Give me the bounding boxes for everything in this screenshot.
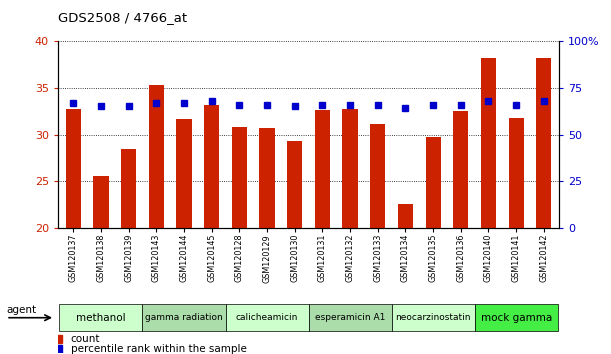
- Text: count: count: [71, 333, 100, 344]
- Text: neocarzinostatin: neocarzinostatin: [395, 313, 471, 322]
- FancyBboxPatch shape: [225, 304, 309, 331]
- Bar: [148, 85, 164, 228]
- Bar: [260, 128, 275, 228]
- Bar: [342, 109, 357, 228]
- Text: agent: agent: [6, 305, 36, 315]
- FancyBboxPatch shape: [392, 304, 475, 331]
- Bar: [65, 109, 81, 228]
- FancyBboxPatch shape: [309, 304, 392, 331]
- FancyBboxPatch shape: [142, 304, 225, 331]
- Bar: [315, 110, 330, 228]
- Bar: [425, 137, 441, 228]
- Bar: [536, 58, 552, 228]
- Bar: [177, 119, 192, 228]
- Bar: [93, 176, 109, 228]
- Text: mock gamma: mock gamma: [480, 313, 552, 323]
- FancyBboxPatch shape: [59, 304, 142, 331]
- Text: GDS2508 / 4766_at: GDS2508 / 4766_at: [58, 11, 187, 24]
- Bar: [481, 58, 496, 228]
- Bar: [370, 124, 386, 228]
- Text: methanol: methanol: [76, 313, 126, 323]
- Bar: [398, 204, 413, 228]
- Text: esperamicin A1: esperamicin A1: [315, 313, 386, 322]
- FancyBboxPatch shape: [475, 304, 558, 331]
- Bar: [121, 149, 136, 228]
- Bar: [232, 127, 247, 228]
- Text: calicheamicin: calicheamicin: [236, 313, 298, 322]
- Bar: [204, 104, 219, 228]
- Text: gamma radiation: gamma radiation: [145, 313, 223, 322]
- Text: percentile rank within the sample: percentile rank within the sample: [71, 344, 246, 354]
- Bar: [287, 141, 302, 228]
- Bar: [508, 118, 524, 228]
- Bar: [453, 111, 469, 228]
